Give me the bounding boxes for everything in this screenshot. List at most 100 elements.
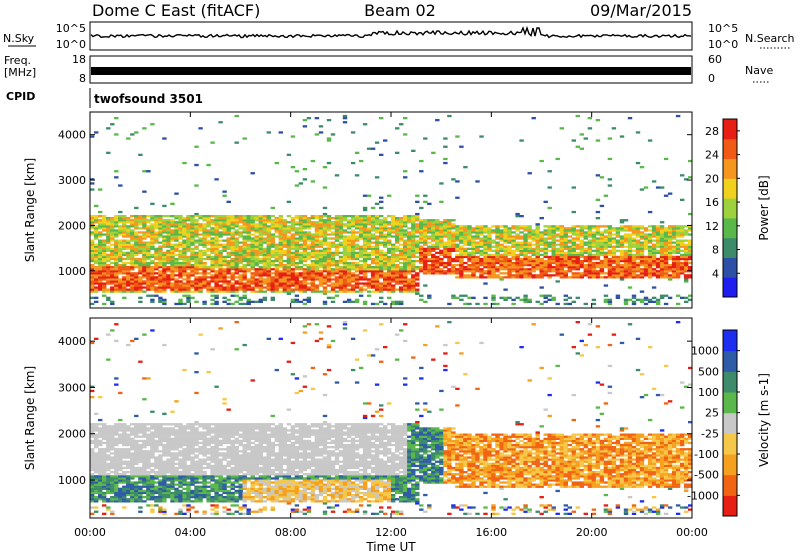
power-cell <box>615 229 621 232</box>
power-cell <box>290 247 296 250</box>
power-cell <box>555 272 560 275</box>
power-cell <box>194 288 199 291</box>
power-cell <box>214 257 219 261</box>
power-cell <box>150 237 155 240</box>
power-cell <box>350 284 356 287</box>
power-cell <box>383 235 388 238</box>
power-cell <box>455 225 460 228</box>
power-cell <box>503 231 508 234</box>
power-cell <box>118 253 123 257</box>
power-cell <box>198 237 203 240</box>
power-cell <box>447 114 452 118</box>
power-cell <box>675 261 681 265</box>
power-cell <box>118 215 123 218</box>
power-cell <box>174 227 179 230</box>
power-cell <box>366 257 372 261</box>
power-cell <box>547 227 552 230</box>
power-cell <box>222 215 227 218</box>
power-cell <box>391 290 396 293</box>
power-cell <box>170 278 175 281</box>
power-cell <box>483 270 488 273</box>
power-cell <box>106 257 111 261</box>
power-cell <box>659 229 665 232</box>
power-cell <box>535 229 540 232</box>
power-cell <box>250 237 255 240</box>
power-cell <box>627 247 633 250</box>
power-cell <box>234 294 239 297</box>
power-cell <box>587 249 593 252</box>
power-cell <box>643 186 649 189</box>
power-cell <box>439 227 444 230</box>
power-cell <box>403 217 408 220</box>
velocity-cell <box>102 437 107 440</box>
power-cell <box>298 257 304 261</box>
power-cell <box>655 237 661 240</box>
power-cell <box>366 235 372 238</box>
power-cell <box>122 241 127 244</box>
power-cell <box>210 247 215 250</box>
power-cell <box>567 302 572 306</box>
power-cell <box>342 247 348 250</box>
power-cell <box>238 227 243 230</box>
velocity-cell <box>118 466 123 470</box>
power-cell <box>655 270 661 273</box>
power-cell <box>138 241 143 244</box>
power-cell <box>675 229 681 232</box>
power-cell <box>262 278 267 281</box>
power-cell <box>515 274 520 277</box>
power-cell <box>571 225 576 228</box>
power-cell <box>150 202 155 205</box>
power-cell <box>302 223 308 226</box>
power-cell <box>439 257 444 261</box>
power-cell <box>635 239 641 242</box>
power-cell <box>178 270 183 273</box>
power-cell <box>419 261 424 265</box>
power-cell <box>266 284 271 287</box>
power-cell <box>559 266 564 269</box>
power-cell <box>182 264 187 267</box>
power-cell <box>555 239 560 242</box>
power-cell <box>659 243 665 246</box>
power-cell <box>354 215 360 218</box>
power-cell <box>186 237 191 240</box>
power-cell <box>399 255 404 259</box>
velocity-cell <box>114 443 119 447</box>
power-cell <box>427 221 432 224</box>
power-cell <box>210 278 215 281</box>
power-cell <box>90 280 95 283</box>
power-cell <box>90 290 95 293</box>
power-cell <box>110 243 115 246</box>
power-cell <box>326 253 332 257</box>
power-cell <box>535 235 540 238</box>
power-cell <box>298 253 304 257</box>
power-cell <box>619 239 625 242</box>
power-cell <box>210 288 215 291</box>
power-cell <box>539 274 544 277</box>
power-cell <box>379 288 384 291</box>
power-cell <box>411 274 416 277</box>
power-cell <box>290 221 296 224</box>
power-cell <box>415 235 420 238</box>
power-cell <box>467 274 472 277</box>
power-cell <box>154 217 159 220</box>
power-cell <box>234 268 239 271</box>
power-cell <box>110 300 115 303</box>
velocity-cell <box>102 491 107 495</box>
power-cell <box>318 131 324 134</box>
power-cell <box>230 288 235 291</box>
power-cell <box>499 266 504 269</box>
power-cell <box>166 243 171 246</box>
power-cell <box>338 237 344 240</box>
power-cell <box>407 261 412 265</box>
power-cell <box>306 245 312 248</box>
power-cell <box>170 274 175 277</box>
power-cell <box>611 253 617 257</box>
power-cell <box>551 253 556 257</box>
power-cell <box>342 241 348 244</box>
power-cell <box>350 251 356 254</box>
power-cell <box>387 290 392 293</box>
power-cell <box>190 255 195 259</box>
power-cell <box>543 266 548 269</box>
power-cell <box>262 225 267 228</box>
power-cell <box>350 223 356 226</box>
